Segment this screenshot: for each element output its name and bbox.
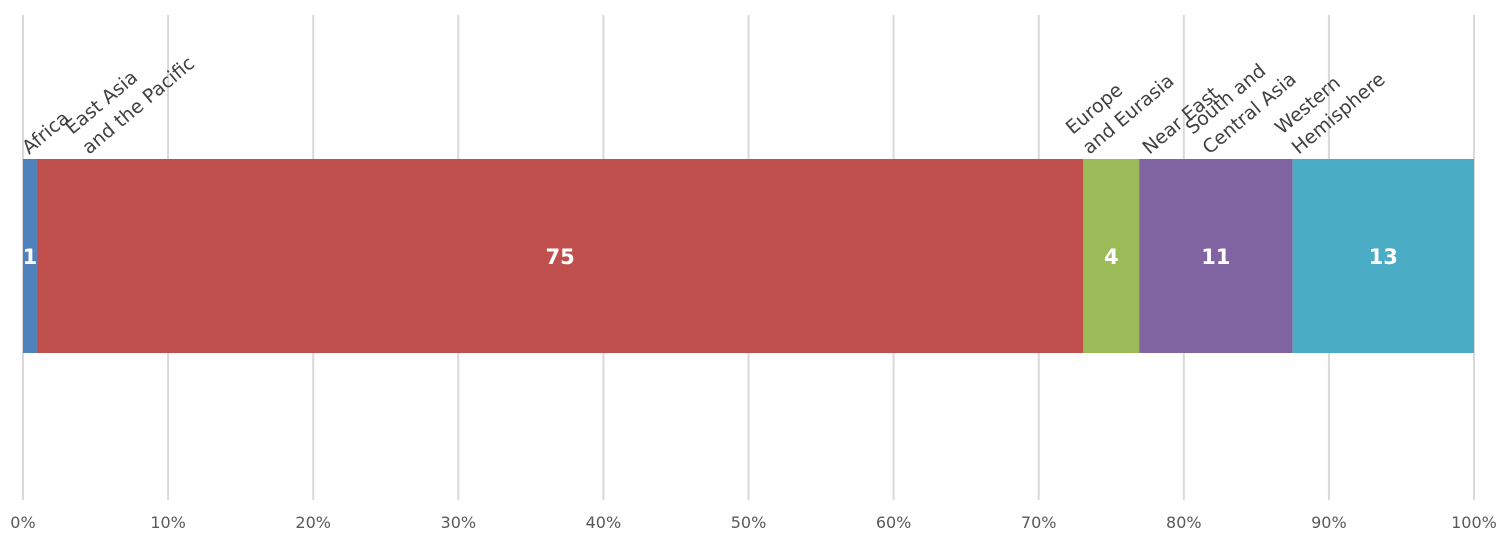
category-label: Africa bbox=[18, 107, 74, 159]
data-label: 13 bbox=[1369, 245, 1398, 269]
x-axis-ticks: 0% 10% 20% 30% 40% 50% 60% 70% 80% 90% 100% bbox=[10, 513, 1497, 532]
x-tick-label: 80% bbox=[1166, 513, 1202, 532]
data-labels: 1 75 4 11 13 bbox=[23, 245, 1398, 269]
bar-segment bbox=[1139, 159, 1293, 353]
x-tick-label: 60% bbox=[876, 513, 912, 532]
x-tick-label: 20% bbox=[295, 513, 331, 532]
category-label-line: Africa bbox=[18, 107, 74, 159]
data-label: 11 bbox=[1201, 245, 1230, 269]
bar-segments bbox=[23, 159, 1474, 353]
x-tick-label: 40% bbox=[586, 513, 622, 532]
bar-segment bbox=[1083, 159, 1140, 353]
data-label: 75 bbox=[546, 245, 575, 269]
x-tick-label: 90% bbox=[1311, 513, 1347, 532]
data-label: 1 bbox=[23, 245, 38, 269]
x-tick-label: 100% bbox=[1451, 513, 1497, 532]
x-tick-label: 0% bbox=[10, 513, 35, 532]
bar-segment bbox=[1292, 159, 1474, 353]
bar-segment bbox=[23, 159, 37, 353]
x-tick-label: 10% bbox=[150, 513, 186, 532]
bar-segment bbox=[36, 159, 1084, 353]
x-tick-label: 70% bbox=[1021, 513, 1057, 532]
x-tick-label: 30% bbox=[441, 513, 477, 532]
x-tick-label: 50% bbox=[731, 513, 767, 532]
data-label: 4 bbox=[1104, 245, 1119, 269]
